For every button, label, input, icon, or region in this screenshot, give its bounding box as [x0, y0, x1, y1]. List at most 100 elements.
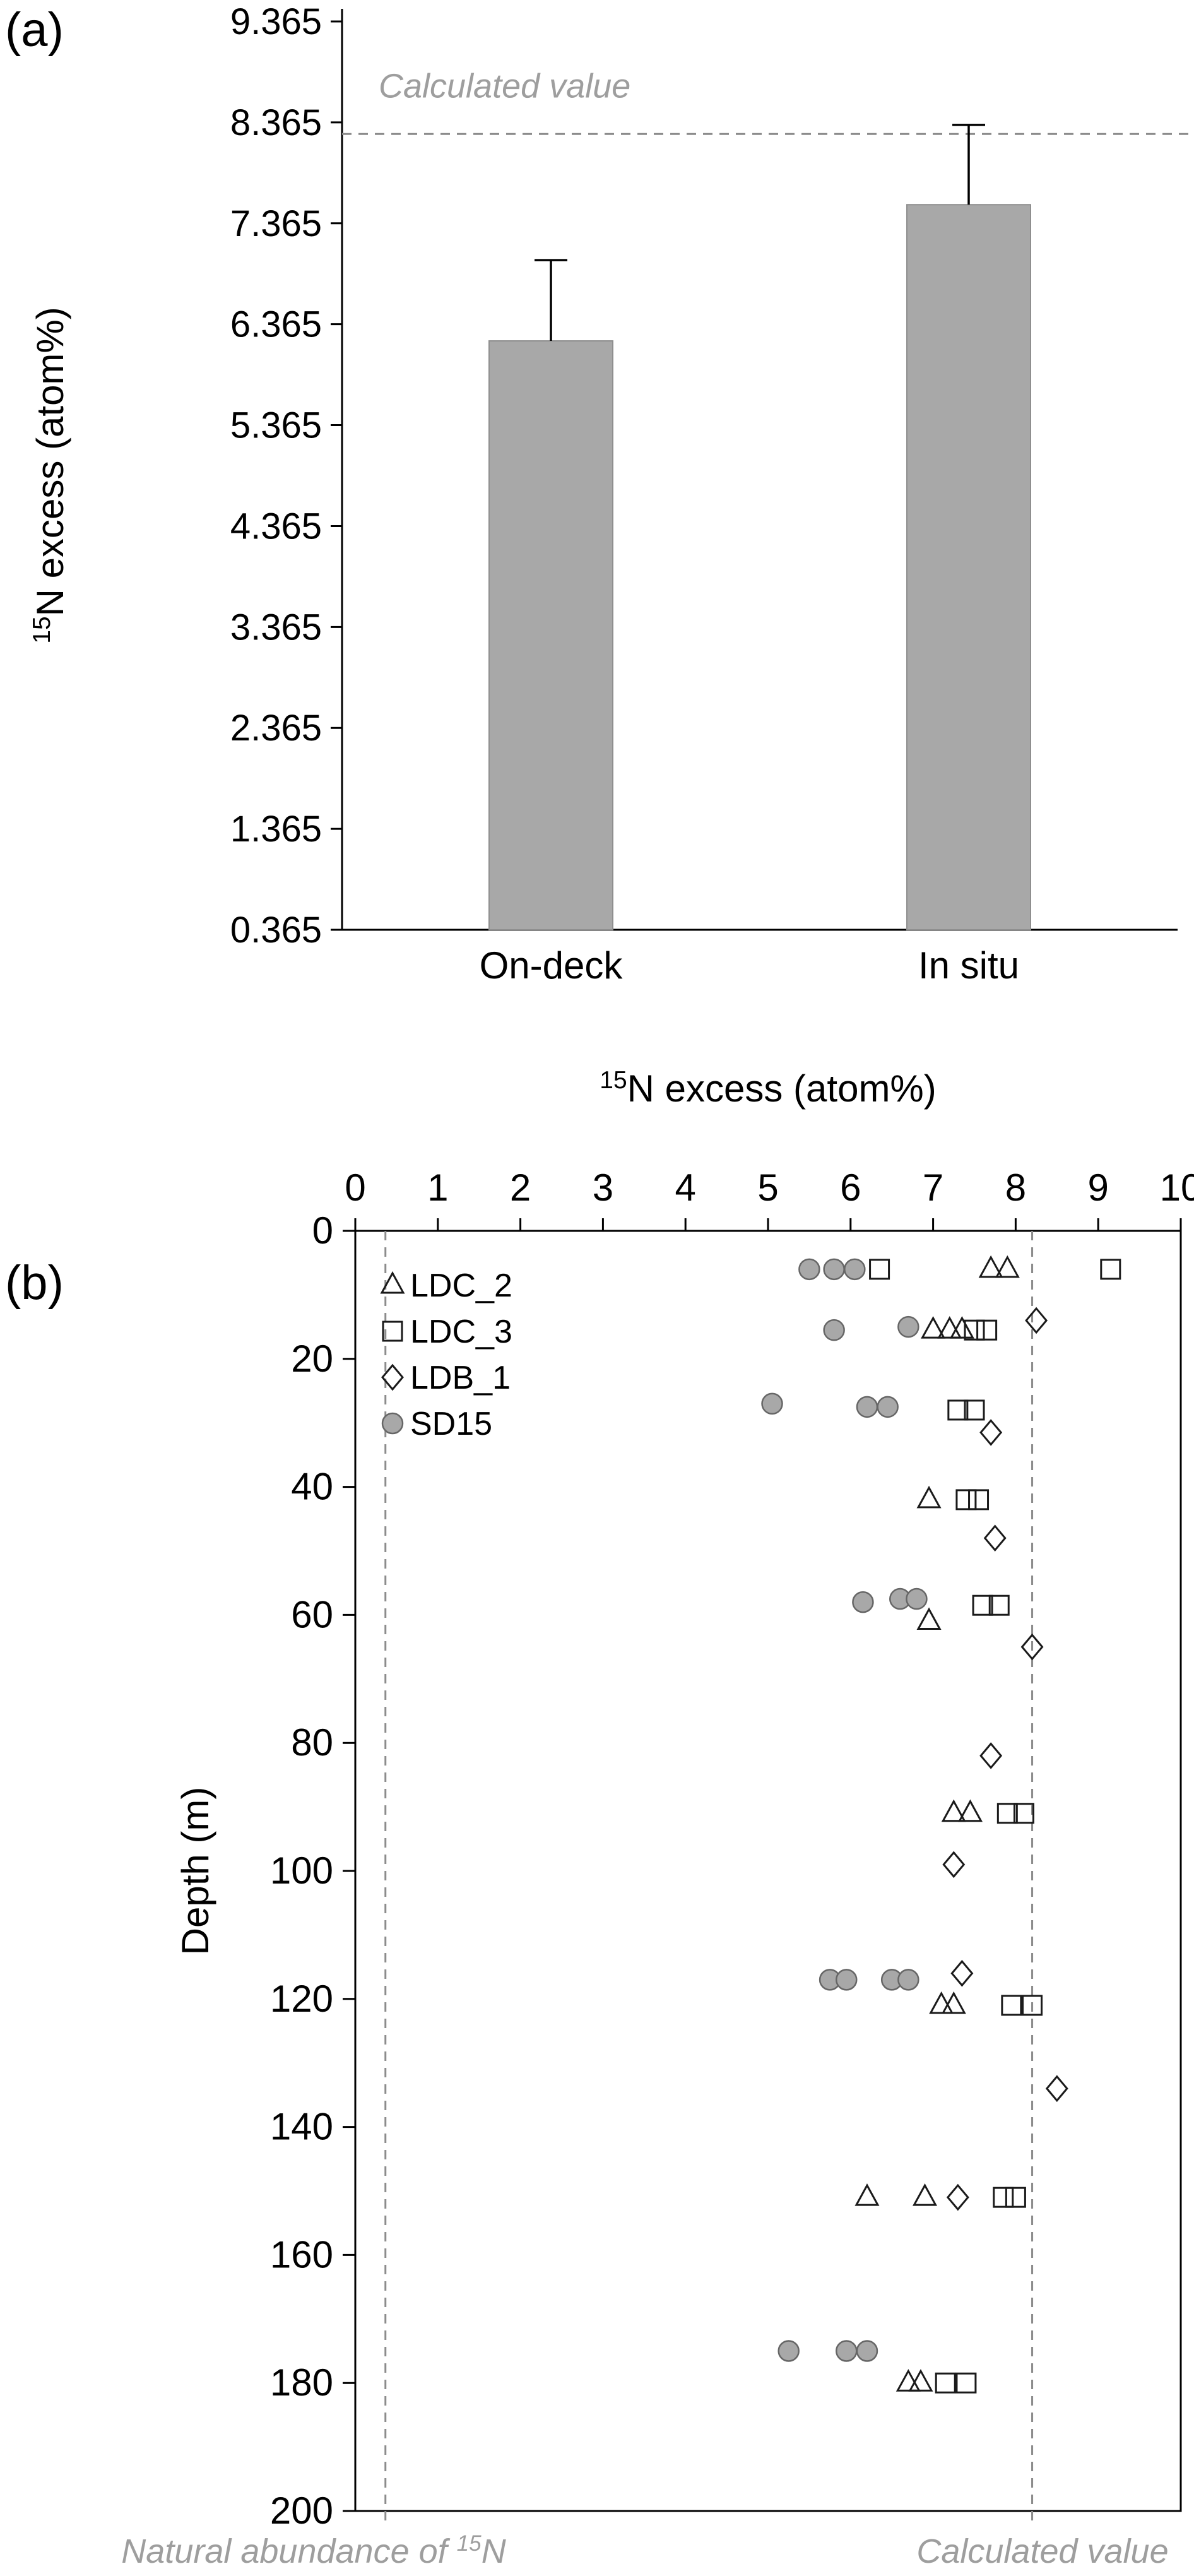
- y-tick-label: 2.365: [230, 708, 322, 749]
- bar-on-deck: [488, 340, 613, 930]
- marker-circle: [844, 1258, 866, 1281]
- x-tick-label: 3: [593, 1166, 613, 1209]
- marker-square: [968, 1489, 990, 1511]
- panel-b-y-axis-title: Depth (m): [174, 1787, 216, 1956]
- natural-abundance-label: Natural abundance of 15N: [121, 2531, 506, 2570]
- svg-text:Depth (m): Depth (m): [174, 1787, 216, 1956]
- y-tick-label: 7.365: [230, 203, 322, 244]
- depth-tick-label: 60: [291, 1593, 333, 1635]
- panel-b-scatter-plot: 15N excess (atom%)0 1 2 3 4 5 6 7 8 9 100204060801…: [121, 1067, 1194, 2570]
- marker-diamond: [1045, 2075, 1068, 2103]
- marker-circle: [823, 1319, 845, 1341]
- depth-tick-label: 160: [270, 2233, 333, 2276]
- marker-square: [972, 1594, 993, 1616]
- marker-triangle: [929, 1991, 954, 2014]
- marker-triangle: [912, 2183, 938, 2206]
- y-tick-label: 8.365: [230, 102, 322, 143]
- legend-marker-diamond: [381, 1363, 404, 1391]
- marker-square: [1100, 1259, 1121, 1280]
- legend-label: LDC_2: [410, 1267, 512, 1304]
- legend-label: LDB_1: [410, 1360, 511, 1396]
- x-tick-label: 5: [757, 1166, 778, 1209]
- marker-triangle: [921, 1316, 946, 1339]
- depth-tick-label: 0: [312, 1209, 333, 1252]
- marker-square: [988, 1594, 1010, 1616]
- x-tick-label: 6: [840, 1166, 861, 1209]
- calculated-value-label: Calculated value: [379, 67, 630, 105]
- y-tick-label: 9.365: [230, 1, 322, 42]
- depth-tick-label: 40: [291, 1466, 333, 1508]
- marker-diamond: [946, 2183, 969, 2211]
- legend-label: SD15: [410, 1406, 492, 1442]
- marker-square: [955, 2372, 977, 2394]
- marker-circle: [856, 2340, 878, 2362]
- y-tick-label: 4.365: [230, 506, 322, 547]
- marker-square: [947, 1399, 969, 1421]
- marker-square: [964, 1399, 985, 1421]
- y-tick-label: 0.365: [230, 910, 322, 951]
- marker-circle: [897, 1315, 919, 1338]
- marker-triangle: [995, 1255, 1020, 1278]
- marker-square: [1022, 1995, 1043, 2016]
- series-LDC_3: [869, 1259, 1121, 2394]
- x-tick-label: 7: [923, 1166, 943, 1209]
- depth-tick-label: 20: [291, 1338, 333, 1380]
- marker-diamond: [979, 1419, 1003, 1446]
- depth-tick-label: 100: [270, 1849, 333, 1892]
- marker-square: [993, 2187, 1014, 2208]
- panel-a-y-axis-title: 15N excess (atom%): [28, 307, 71, 644]
- marker-square: [869, 1259, 890, 1280]
- marker-triangle: [908, 2369, 933, 2392]
- series-SD15: [761, 1258, 928, 2362]
- legend-item-LDB_1: LDB_1: [381, 1360, 511, 1396]
- category-label: In situ: [918, 944, 1019, 987]
- y-tick-label: 1.365: [230, 809, 322, 850]
- marker-triangle: [896, 2369, 921, 2392]
- marker-triangle: [854, 2183, 880, 2206]
- depth-tick-label: 120: [270, 1978, 333, 2020]
- depth-tick-label: 80: [291, 1721, 333, 1764]
- marker-circle: [856, 1396, 878, 1418]
- panel-a-label: (a): [5, 3, 64, 57]
- marker-circle: [897, 1969, 919, 1991]
- marker-triangle: [978, 1255, 1003, 1278]
- panel-a-bar-chart: 0.365 1.365 2.365 3.365 4.365 5.365 6.365 7.365…: [28, 1, 1194, 987]
- series-LDB_1: [942, 1307, 1068, 2211]
- marker-circle: [777, 2340, 800, 2362]
- marker-triangle: [916, 1485, 942, 1509]
- legend-marker-square: [382, 1321, 403, 1342]
- x-tick-label: 8: [1005, 1166, 1026, 1209]
- marker-square: [955, 1489, 977, 1511]
- marker-square: [964, 1319, 985, 1341]
- marker-triangle: [937, 1316, 962, 1339]
- marker-diamond: [979, 1742, 1003, 1769]
- marker-square: [1001, 1995, 1022, 2016]
- marker-diamond: [983, 1524, 1007, 1552]
- marker-circle: [906, 1588, 928, 1610]
- y-tick-label: 6.365: [230, 304, 322, 345]
- legend-item-LDC_2: LDC_2: [380, 1267, 512, 1304]
- x-tick-label: 2: [510, 1166, 531, 1209]
- marker-triangle: [949, 1316, 974, 1339]
- svg-text:15N excess (atom%): 15N excess (atom%): [28, 307, 71, 644]
- panel-b-x-axis-title: 15N excess (atom%): [600, 1067, 937, 1110]
- marker-square: [996, 1803, 1018, 1824]
- marker-triangle: [941, 1991, 966, 2014]
- marker-circle: [836, 2340, 858, 2362]
- marker-square: [1013, 1803, 1034, 1824]
- x-tick-label: 9: [1088, 1166, 1109, 1209]
- marker-circle: [877, 1396, 899, 1418]
- marker-diamond: [1025, 1307, 1048, 1334]
- legend-marker-circle: [381, 1412, 404, 1435]
- marker-diamond: [1020, 1633, 1044, 1661]
- legend-item-LDC_3: LDC_3: [382, 1314, 512, 1350]
- x-tick-label: 0: [345, 1166, 365, 1209]
- marker-square: [1005, 2187, 1026, 2208]
- marker-square: [976, 1319, 998, 1341]
- y-tick-label: 3.365: [230, 607, 322, 648]
- marker-circle: [823, 1258, 845, 1281]
- panel-b-label: (b): [5, 1256, 64, 1310]
- marker-triangle: [941, 1799, 966, 1822]
- series-LDC_2: [854, 1255, 1020, 2392]
- depth-tick-label: 200: [270, 2490, 333, 2532]
